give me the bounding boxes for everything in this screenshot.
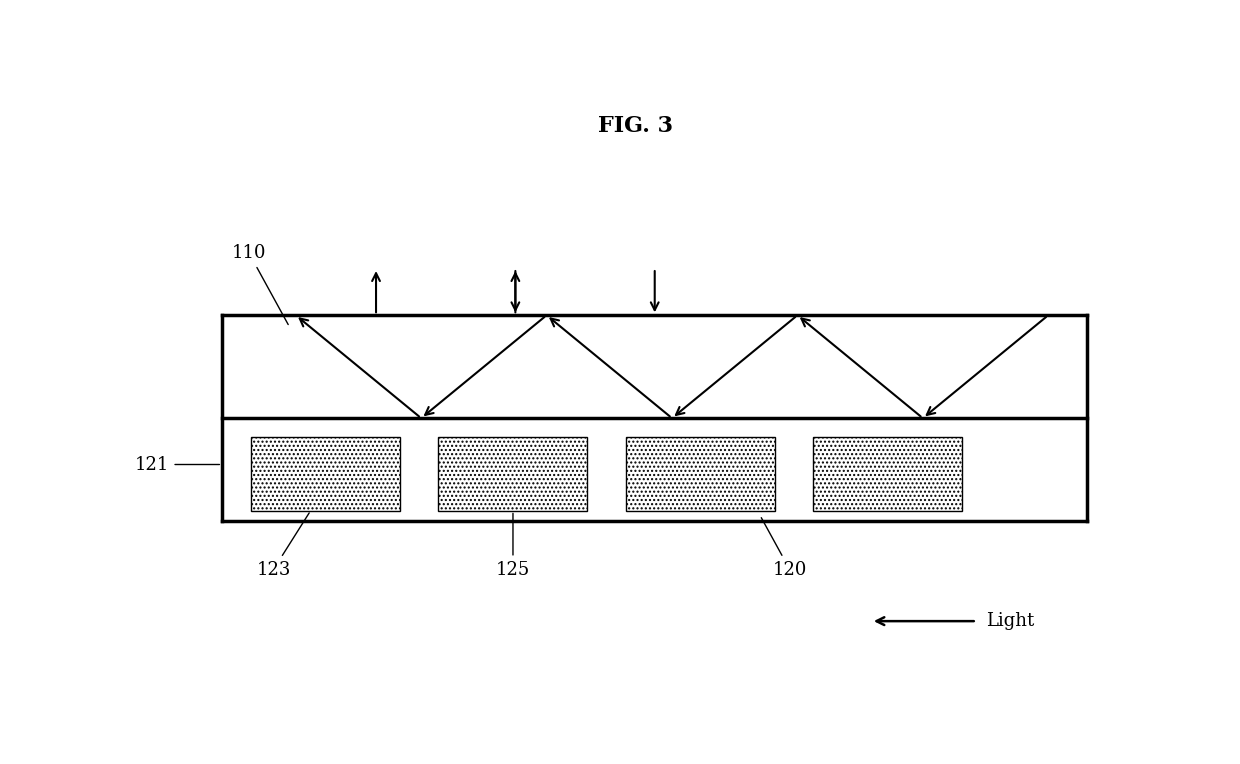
- Text: FIG. 3: FIG. 3: [598, 115, 673, 138]
- Bar: [439, 437, 588, 510]
- Text: 120: 120: [761, 518, 807, 578]
- Text: 123: 123: [257, 513, 309, 578]
- Bar: [626, 437, 775, 510]
- Bar: [250, 437, 401, 510]
- Bar: [222, 316, 1087, 418]
- Text: 110: 110: [232, 244, 288, 325]
- Text: Light: Light: [986, 612, 1034, 630]
- Text: 125: 125: [496, 513, 529, 578]
- Bar: [222, 418, 1087, 521]
- Bar: [813, 437, 962, 510]
- Text: 121: 121: [135, 455, 219, 474]
